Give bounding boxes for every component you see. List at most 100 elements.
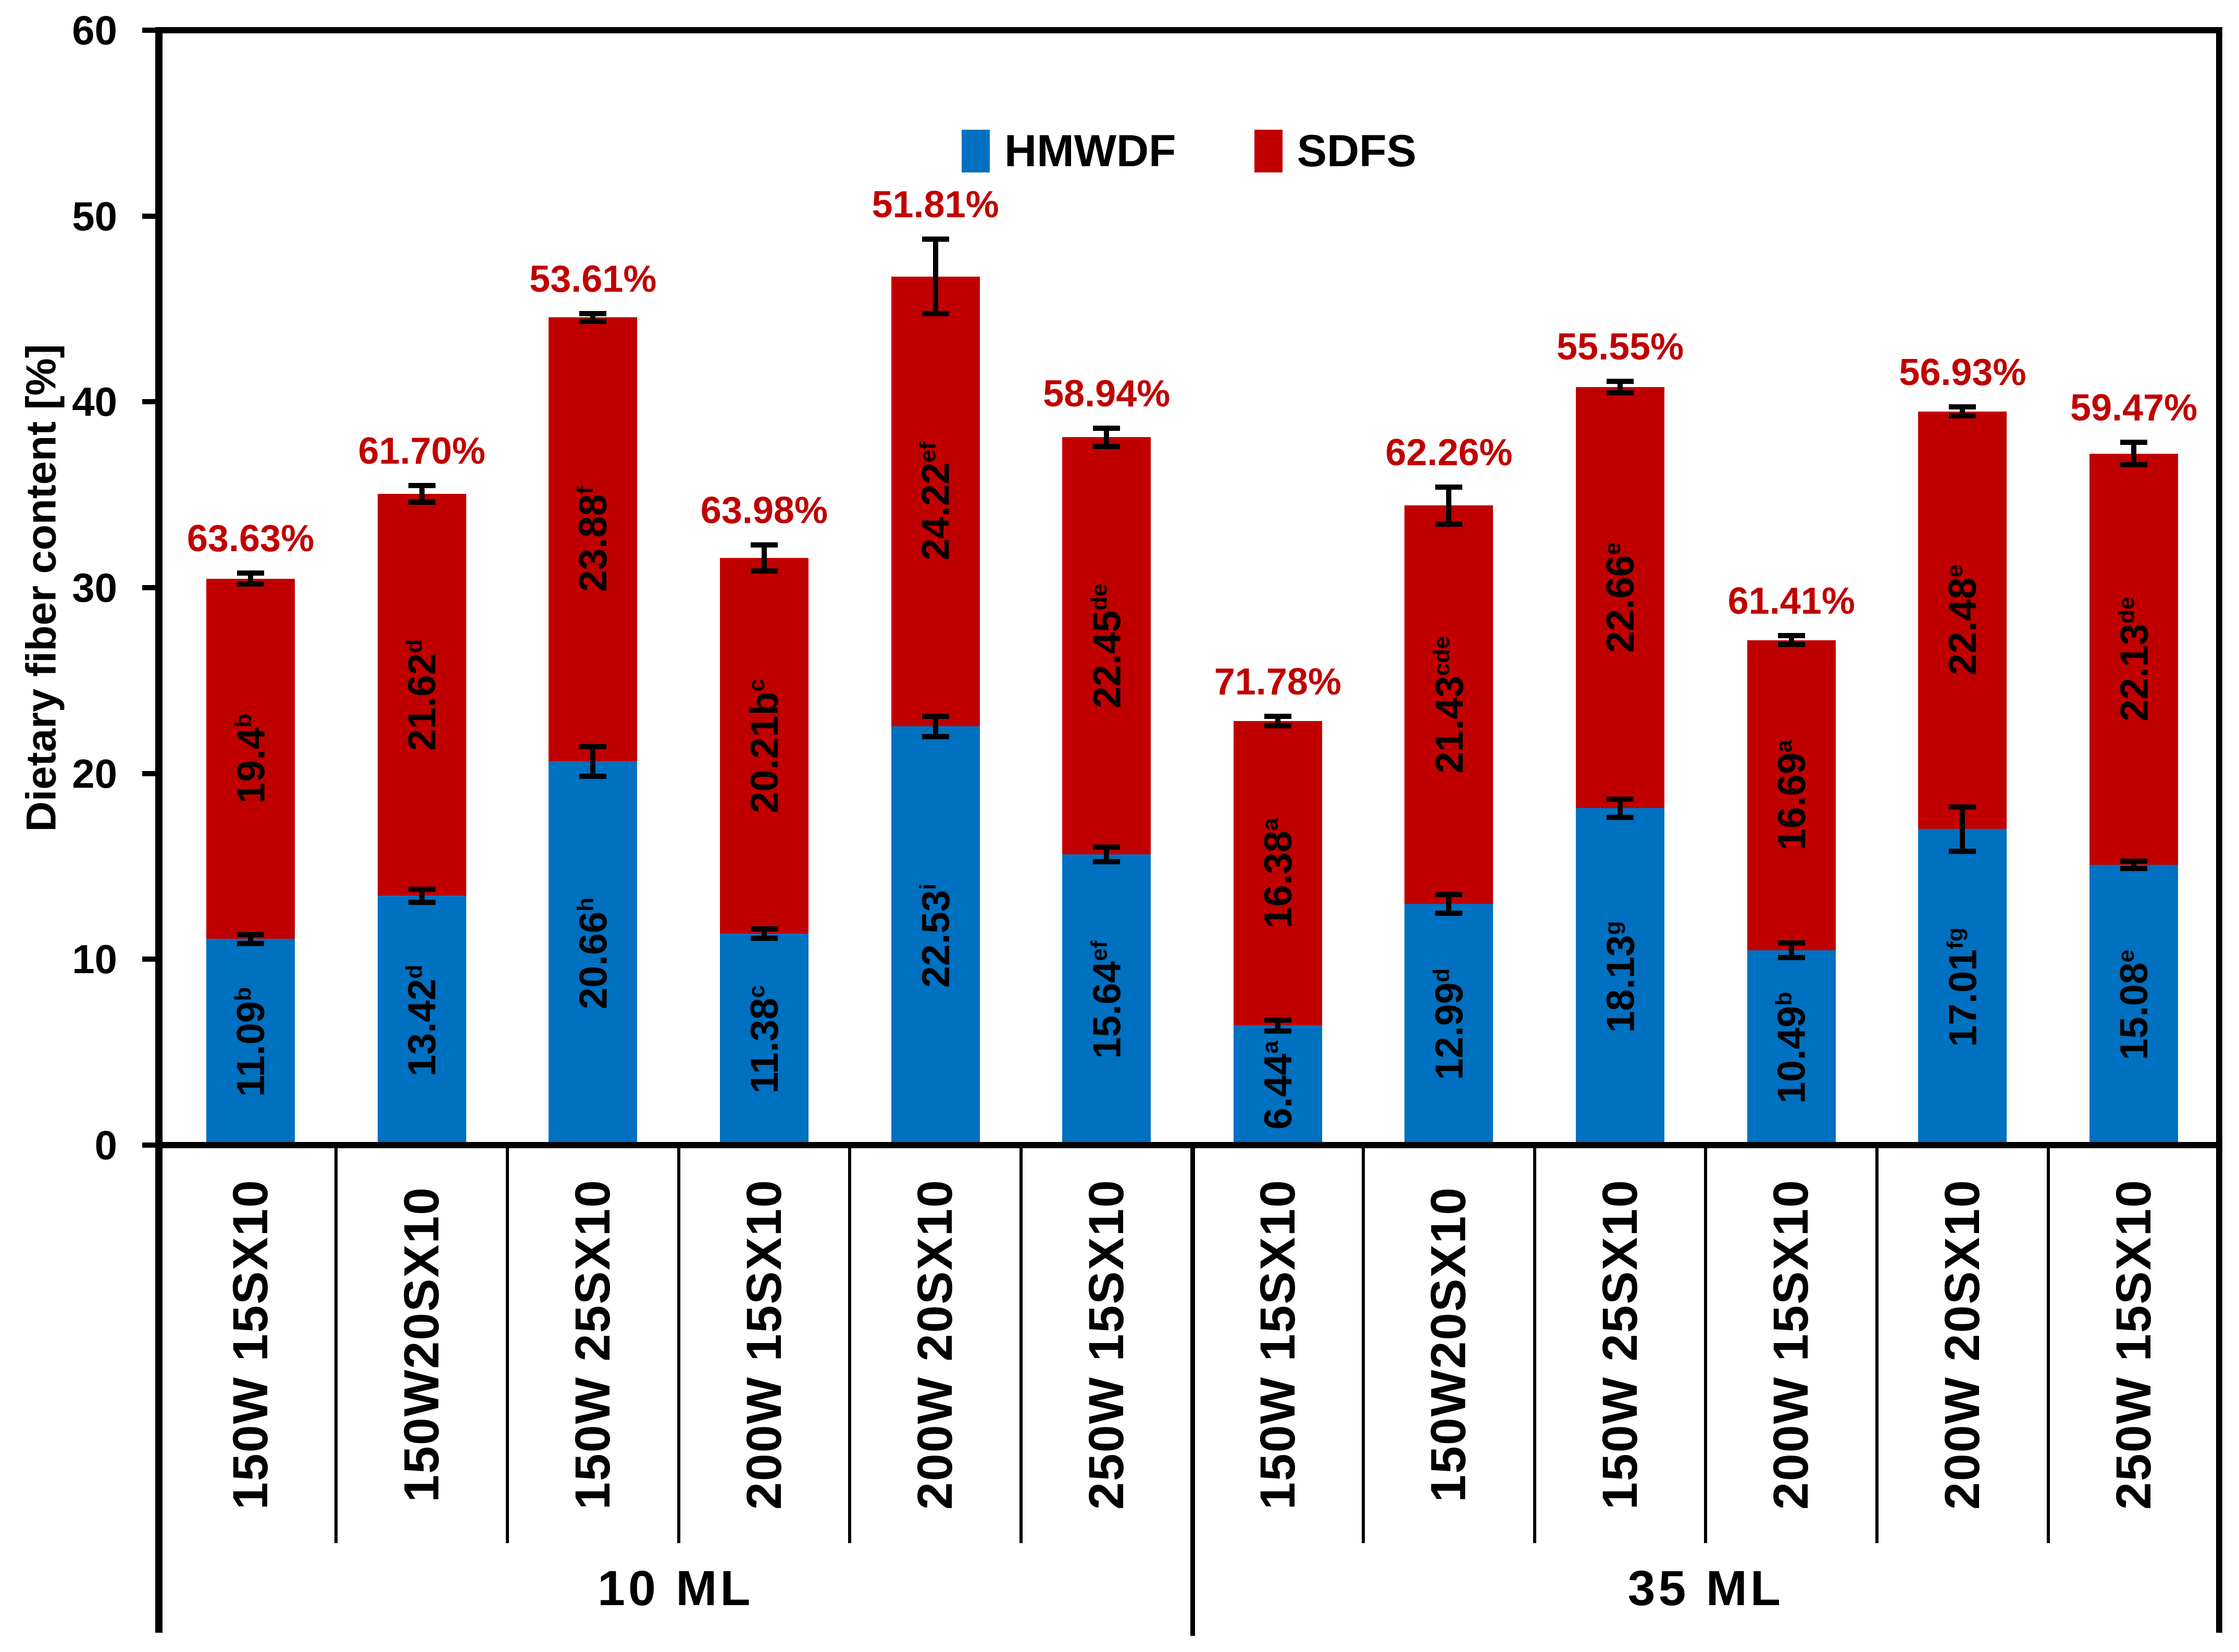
hmwdf-value-label-text: 6.44a <box>1255 1040 1300 1130</box>
bar-sdfs-segment <box>1062 437 1151 855</box>
category-divider <box>505 1145 509 1543</box>
y-tick-label: 30 <box>72 564 117 611</box>
error-bar-hmwdf-cap-top <box>237 931 264 937</box>
legend-label-sdfs: SDFS <box>1297 126 1416 176</box>
bar-hmwdf-segment <box>1062 854 1151 1145</box>
error-bar-hmwdf-line <box>932 716 938 737</box>
percent-label: 61.41% <box>1727 580 1855 622</box>
bar-sdfs-segment <box>1233 721 1322 1026</box>
sdfs-value-label-text: 22.13de <box>2112 597 2156 722</box>
percent-label: 63.63% <box>186 517 315 560</box>
error-bar-total-line <box>932 239 938 314</box>
legend-item-hmwdf: HMWDF <box>962 128 1176 175</box>
error-bar-total-line <box>1446 487 1452 524</box>
error-bar-total-cap-bottom <box>1435 521 1463 527</box>
bar-sdfs-segment <box>549 317 638 762</box>
category-divider <box>2046 1145 2050 1543</box>
percent-label: 63.98% <box>700 490 828 532</box>
error-bar-hmwdf-cap-top <box>922 713 949 719</box>
y-tick-mark <box>142 1142 159 1148</box>
y-tick-label: 0 <box>94 1122 117 1168</box>
category-label-text: 250W 15SX10 <box>2106 1178 2161 1510</box>
error-bar-total-line <box>1275 716 1280 726</box>
y-tick-label: 10 <box>72 936 117 983</box>
error-bar-hmwdf-cap-top <box>1949 804 1976 810</box>
error-bar-total-line <box>590 314 596 321</box>
error-bar-hmwdf-line <box>761 929 767 939</box>
error-bar-hmwdf-cap-bottom <box>1949 849 1976 854</box>
bar-hmwdf-segment <box>2089 865 2179 1145</box>
error-bar-total-cap-top <box>2120 440 2148 445</box>
error-bar-total-line <box>1104 428 1110 447</box>
y-tick-label: 40 <box>72 379 117 425</box>
percent-label: 71.78% <box>1214 661 1341 703</box>
legend-label-hmwdf: HMWDF <box>1004 126 1176 176</box>
percent-label: 61.70% <box>358 430 486 473</box>
y-tick-label: 50 <box>72 193 117 239</box>
error-bar-total-cap-bottom <box>1777 642 1805 648</box>
error-bar-hmwdf-cap-top <box>1607 796 1634 802</box>
category-divider <box>677 1145 680 1543</box>
error-bar-total-cap-bottom <box>2120 462 2148 468</box>
sdfs-value-label-text: 16.69a <box>1769 740 1813 851</box>
error-bar-total-line <box>1960 406 1966 416</box>
bar-hmwdf-segment <box>549 761 638 1145</box>
error-bar-total-cap-top <box>750 542 778 548</box>
error-bar-hmwdf-cap-bottom <box>1264 1028 1291 1034</box>
group-divider <box>1190 1145 1195 1636</box>
hmwdf-legend-swatch-icon <box>962 130 990 172</box>
percent-label: 62.26% <box>1385 431 1513 474</box>
hmwdf-value-label-text: 15.64ef <box>1085 940 1129 1059</box>
category-divider <box>848 1145 852 1543</box>
error-bar-hmwdf-line <box>419 889 425 902</box>
error-bar-hmwdf-cap-bottom <box>1093 859 1121 865</box>
category-divider <box>334 1145 338 1543</box>
hmwdf-value-label-text: 20.66h <box>571 897 615 1009</box>
bar-hmwdf-segment <box>719 934 808 1145</box>
hmwdf-value-label-text: 22.53i <box>913 884 957 988</box>
error-bar-hmwdf-cap-bottom <box>750 936 778 941</box>
error-bar-hmwdf-cap-top <box>1777 940 1805 946</box>
sdfs-value-label: 22.45de <box>976 516 1237 776</box>
error-bar-hmwdf-line <box>590 746 596 776</box>
error-bar-total-cap-top <box>579 311 607 317</box>
y-tick-label: 60 <box>72 7 117 53</box>
error-bar-total-cap-bottom <box>408 500 436 505</box>
sdfs-value-label-text: 16.38a <box>1255 818 1300 929</box>
error-bar-hmwdf-line <box>1960 806 1966 852</box>
error-bar-total-cap-top <box>1093 425 1121 431</box>
group-label: 35 ML <box>1627 1561 1784 1616</box>
hmwdf-value-label: 15.08e <box>2004 875 2239 1135</box>
error-bar-hmwdf-cap-bottom <box>237 941 264 947</box>
y-tick-mark <box>142 585 159 590</box>
percent-label: 53.61% <box>529 258 657 301</box>
sdfs-value-label-text: 21.62d <box>400 639 444 751</box>
error-bar-hmwdf-cap-top <box>579 743 607 749</box>
error-bar-hmwdf-cap-top <box>1264 1017 1291 1023</box>
bar-hmwdf-segment <box>206 939 295 1145</box>
chart-legend: HMWDF SDFS <box>159 117 2219 185</box>
bar-hmwdf-segment <box>1233 1025 1322 1145</box>
bar-hmwdf-segment <box>1918 829 2007 1145</box>
error-bar-total-cap-top <box>1949 404 1976 409</box>
hmwdf-value-label-text: 15.08e <box>2112 949 2156 1061</box>
error-bar-total-cap-bottom <box>922 310 949 316</box>
error-bar-total-cap-bottom <box>579 318 607 324</box>
bar-sdfs-segment <box>377 494 466 896</box>
error-bar-hmwdf-line <box>1788 942 1794 958</box>
legend-item-sdfs: SDFS <box>1254 128 1416 175</box>
axis-bottom <box>159 1142 2222 1148</box>
error-bar-total-cap-top <box>922 237 949 242</box>
percent-label: 56.93% <box>1899 351 2026 393</box>
axis-left <box>155 27 163 1633</box>
sdfs-value-label-text: 21.43cde <box>1427 636 1471 774</box>
percent-label: 55.55% <box>1557 326 1684 368</box>
hmwdf-value-label-text: 11.38c <box>742 985 786 1094</box>
y-tick-label: 20 <box>72 750 117 797</box>
error-bar-hmwdf-cap-top <box>750 926 778 932</box>
bar-hmwdf-segment <box>1747 950 1836 1145</box>
sdfs-value-label-text: 19.4b <box>229 714 272 804</box>
category-divider <box>1362 1145 1365 1543</box>
